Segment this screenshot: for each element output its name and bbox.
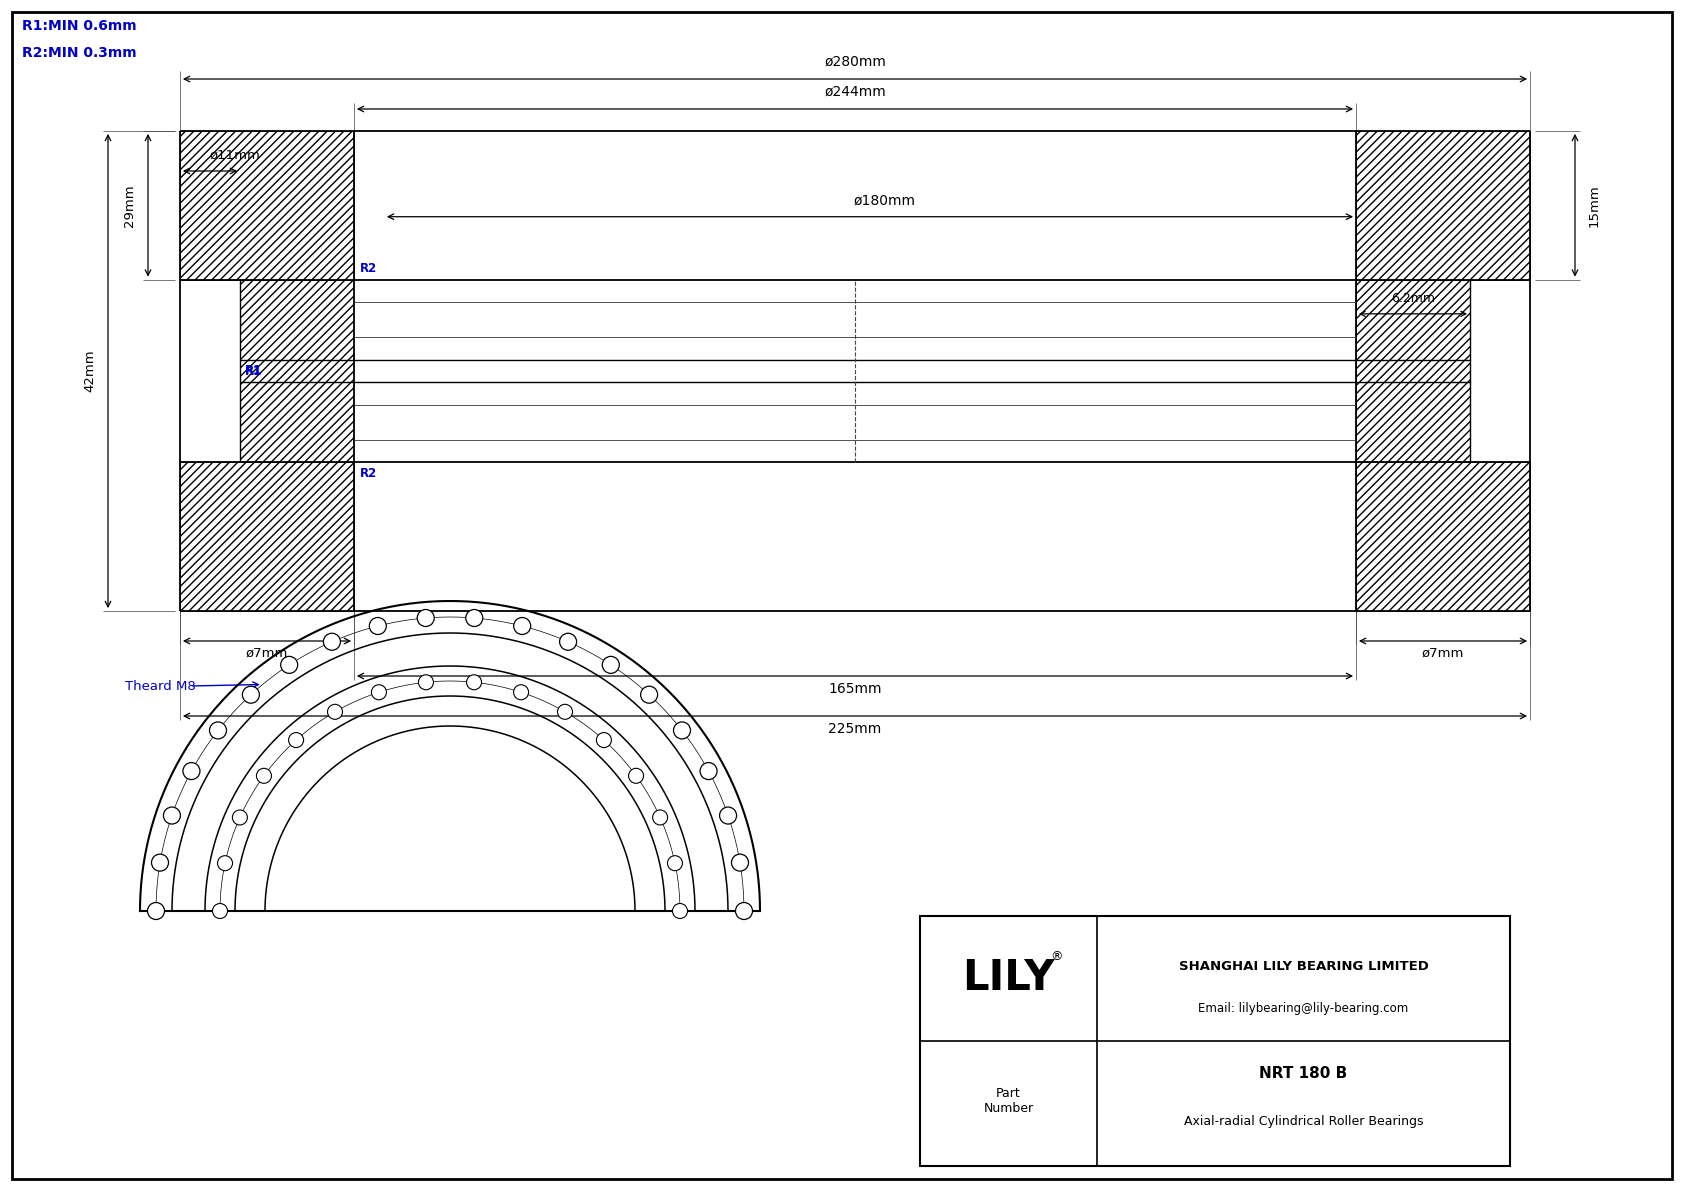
Circle shape [736,903,753,919]
Circle shape [596,732,611,748]
Text: ø7mm: ø7mm [246,647,288,660]
Bar [919,916,1511,1166]
Text: 6.2mm: 6.2mm [1391,292,1435,305]
Circle shape [719,807,736,824]
Text: ø180mm: ø180mm [854,194,916,207]
Circle shape [327,704,342,719]
Text: R2: R2 [360,467,377,480]
Polygon shape [1356,131,1531,280]
Circle shape [731,854,748,871]
Text: Axial-radial Cylindrical Roller Bearings: Axial-radial Cylindrical Roller Bearings [1184,1115,1423,1128]
Circle shape [628,768,643,784]
Text: R1:MIN 0.6mm: R1:MIN 0.6mm [22,19,136,33]
Text: NRT 180 B: NRT 180 B [1260,1066,1347,1081]
Text: R1: R1 [244,364,263,378]
Polygon shape [1356,462,1531,611]
Circle shape [667,855,682,871]
Circle shape [281,656,298,673]
Circle shape [514,685,529,700]
Text: 225mm: 225mm [829,722,882,736]
Circle shape [557,704,573,719]
Text: ø11mm: ø11mm [209,149,261,162]
Circle shape [640,686,658,703]
Text: 42mm: 42mm [83,350,96,392]
Circle shape [418,675,433,690]
Polygon shape [180,462,354,611]
Polygon shape [241,360,354,462]
Circle shape [163,807,180,824]
Circle shape [184,762,200,780]
Circle shape [418,610,434,626]
Circle shape [369,617,386,635]
Text: Part
Number: Part Number [983,1087,1034,1115]
Text: LILY: LILY [962,958,1054,999]
Text: ®: ® [1051,950,1063,964]
Circle shape [323,634,340,650]
Text: R2: R2 [360,262,377,275]
Polygon shape [180,131,354,280]
Circle shape [559,634,576,650]
Circle shape [288,732,303,748]
Circle shape [152,854,168,871]
Text: Email: lilybearing@lily-bearing.com: Email: lilybearing@lily-bearing.com [1199,1002,1408,1015]
Text: R1: R1 [244,364,263,378]
Circle shape [672,904,687,918]
Polygon shape [1356,280,1470,382]
Polygon shape [1356,360,1470,462]
Text: 29mm: 29mm [123,183,136,226]
Circle shape [514,617,530,635]
Text: R2:MIN 0.3mm: R2:MIN 0.3mm [22,46,136,60]
Text: ø7mm: ø7mm [1421,647,1463,660]
Polygon shape [241,280,354,382]
Circle shape [256,768,271,784]
Circle shape [603,656,620,673]
Circle shape [466,675,482,690]
Text: SHANGHAI LILY BEARING LIMITED: SHANGHAI LILY BEARING LIMITED [1179,960,1428,973]
Circle shape [242,686,259,703]
Text: 165mm: 165mm [829,682,882,696]
Circle shape [212,904,227,918]
Text: ø244mm: ø244mm [823,85,886,99]
Circle shape [701,762,717,780]
Text: Theard M8: Theard M8 [125,680,195,692]
Circle shape [217,855,232,871]
Circle shape [653,810,667,825]
Circle shape [232,810,248,825]
Circle shape [674,722,690,738]
Circle shape [148,903,165,919]
Text: 15mm: 15mm [1588,183,1601,226]
Text: ø280mm: ø280mm [823,55,886,69]
Circle shape [466,610,483,626]
Circle shape [372,685,386,700]
Circle shape [209,722,226,738]
Bar [354,280,1356,462]
